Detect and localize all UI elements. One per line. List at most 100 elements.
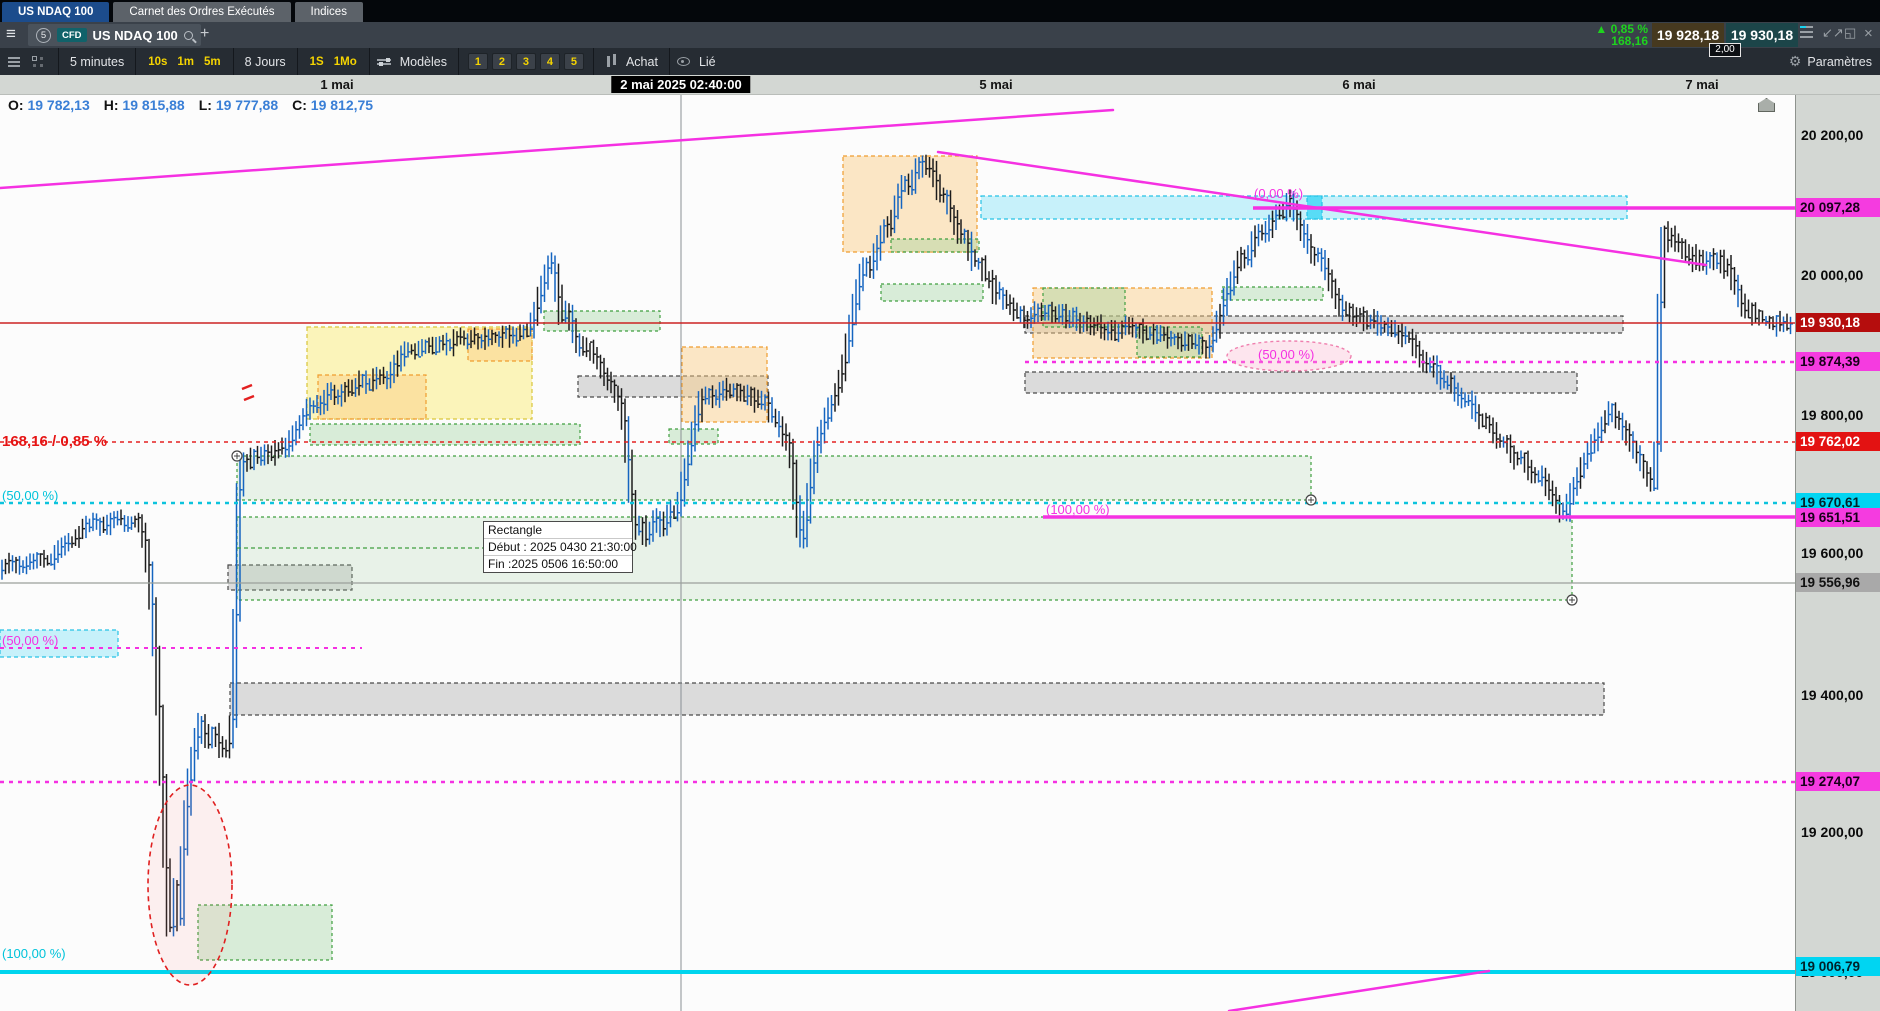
legend-toggle-icon[interactable]	[1800, 26, 1813, 40]
price-level-chip: 19 556,96	[1796, 573, 1880, 592]
toolbar-separator	[135, 48, 137, 75]
price-tick: 19 600,00	[1801, 545, 1864, 561]
gray-zone-right[interactable]	[1024, 371, 1578, 394]
fib50-ellipse[interactable]	[1226, 340, 1352, 372]
cyan-fib-50-label: (50,00 %)	[2, 488, 59, 503]
search-icon[interactable]	[183, 30, 193, 40]
add-chart-tab-button[interactable]: +	[200, 25, 210, 42]
tooltip-start: Début : 2025 0430 21:30:00	[484, 538, 637, 555]
green-zone-f[interactable]	[1221, 286, 1324, 301]
close-value: 19 812,75	[310, 97, 374, 113]
trendline-descending[interactable]	[936, 150, 1708, 267]
cfd-badge: CFD	[57, 28, 87, 42]
open-value: 19 782,13	[27, 97, 90, 113]
order-book-icon[interactable]	[8, 56, 20, 59]
tab-indices[interactable]: Indices	[294, 2, 363, 22]
buy-mode-button[interactable]: Achat	[625, 54, 658, 69]
date-tick: 7 mai	[1685, 77, 1719, 92]
yellow-zone[interactable]	[306, 326, 533, 420]
gray-zone-redline[interactable]	[1024, 315, 1624, 334]
open-label: O:	[8, 97, 24, 113]
low-value: 19 777,88	[215, 97, 279, 113]
cyan-fib-100-label: (100,00 %)	[2, 946, 66, 961]
timeframe-selector[interactable]: 5 minutes	[70, 54, 125, 69]
chart-toolbar: 5 minutes 10s 1m 5m 8 Jours 1S 1Mo Modèl…	[0, 48, 1880, 75]
buy-price-button[interactable]: 19 930,18	[1726, 23, 1798, 47]
gray-zone-left[interactable]	[227, 564, 353, 591]
popout-icon[interactable]: ◱	[1844, 25, 1857, 40]
range-selector[interactable]: 8 Jours	[244, 54, 286, 69]
timeframe-1m-button[interactable]: 1m	[177, 55, 195, 68]
tooltip-end: Fin :2025 0506 16:50:00	[484, 555, 632, 572]
tab-us-ndaq-100[interactable]: US NDAQ 100	[2, 2, 110, 22]
date-axis[interactable]: 1 mai 5 mai 6 mai 7 mai 2 mai 2025 02:40:00	[0, 75, 1880, 95]
timeframe-10s-button[interactable]: 10s	[148, 55, 168, 68]
range-1mo-button[interactable]: 1Mo	[333, 55, 357, 68]
tab-carnet-ordres[interactable]: Carnet des Ordres Exécutés	[113, 2, 291, 22]
price-level-chip: 19 930,18	[1796, 313, 1880, 332]
selloff-ellipse[interactable]	[147, 784, 233, 986]
green-zone-g[interactable]	[309, 423, 581, 446]
close-label: C:	[292, 97, 307, 113]
settings-label: Paramètres	[1807, 54, 1872, 69]
price-tick: 19 400,00	[1801, 687, 1864, 703]
toolbar-separator	[592, 48, 594, 75]
fib-rectangle-1[interactable]	[236, 455, 1312, 501]
green-zone-d[interactable]	[890, 238, 980, 253]
high-label: H:	[103, 97, 119, 113]
gear-icon: ⚙	[1788, 53, 1802, 69]
price-tick: 19 800,00	[1801, 407, 1864, 423]
trendline-ascending[interactable]	[0, 108, 1115, 190]
spread-value: 2,00	[1709, 43, 1741, 57]
template-1-button[interactable]: 1	[467, 53, 488, 70]
green-zone-e[interactable]	[880, 283, 984, 302]
orange-zone-3[interactable]	[681, 346, 768, 423]
linked-toggle[interactable]: Lié	[698, 54, 716, 69]
green-zone-i[interactable]	[197, 904, 333, 961]
collapse-icon[interactable]: ↙↗	[1822, 25, 1844, 40]
candlestick-icon	[606, 56, 610, 67]
green-zone-h[interactable]	[668, 428, 719, 445]
orange-zone-4[interactable]	[842, 155, 978, 253]
toolbar-separator	[58, 48, 59, 75]
trendline-bottom[interactable]	[1227, 969, 1491, 1011]
templates-button[interactable]: Modèles	[399, 54, 447, 69]
menu-icon[interactable]: ≡	[6, 24, 16, 43]
gray-zone-low[interactable]	[229, 682, 1605, 716]
close-icon[interactable]: ×	[1864, 25, 1873, 42]
instrument-selector[interactable]: 5 CFD US NDAQ 100	[28, 24, 201, 46]
cyan-zone-left[interactable]	[0, 629, 119, 658]
instrument-symbol: US NDAQ 100	[92, 27, 178, 43]
change-label: 168,16 / 0,85 %	[2, 433, 108, 450]
high-value: 19 815,88	[122, 97, 185, 113]
daily-change: ▲ 0,85 % 168,16	[1580, 23, 1648, 47]
fib-rectangle-2[interactable]	[236, 516, 1573, 601]
fib-100-label: (100,00 %)	[1046, 502, 1110, 517]
template-3-button[interactable]: 3	[515, 53, 536, 70]
red-mark	[241, 383, 253, 391]
price-axis[interactable]: 20 200,00 20 000,00 19 800,00 19 600,00 19 4…	[1795, 95, 1880, 1011]
gray-zone-mid[interactable]	[577, 375, 769, 398]
price-tick: 20 200,00	[1801, 127, 1864, 143]
range-1s-button[interactable]: 1S	[309, 55, 324, 68]
price-level-chip: 19 651,51	[1796, 508, 1880, 527]
template-5-button[interactable]: 5	[563, 53, 584, 70]
price-level-chip: 19 274,07	[1796, 772, 1880, 791]
template-4-button[interactable]: 4	[539, 53, 560, 70]
timeframe-5m-button[interactable]: 5m	[204, 55, 221, 68]
window-number-badge: 5	[36, 27, 51, 43]
layout-grid-icon[interactable]	[32, 55, 37, 61]
toolbar-separator	[232, 48, 234, 75]
templates-icon[interactable]	[376, 57, 391, 67]
toolbar-separator	[368, 48, 370, 75]
ohlc-legend: O: 19 782,13 H: 19 815,88 L: 19 777,88 C: 1…	[8, 97, 387, 113]
price-level-chip: 19 874,39	[1796, 352, 1880, 371]
template-2-button[interactable]: 2	[491, 53, 512, 70]
left-fib-50-label: (50,00 %)	[2, 633, 59, 648]
price-tick: 20 000,00	[1801, 267, 1864, 283]
reset-view-icon[interactable]	[1758, 98, 1775, 112]
settings-button[interactable]: ⚙ Paramètres	[1789, 53, 1872, 70]
price-level-chip: 19 762,02	[1796, 432, 1880, 451]
price-chart[interactable]	[0, 95, 1795, 1011]
